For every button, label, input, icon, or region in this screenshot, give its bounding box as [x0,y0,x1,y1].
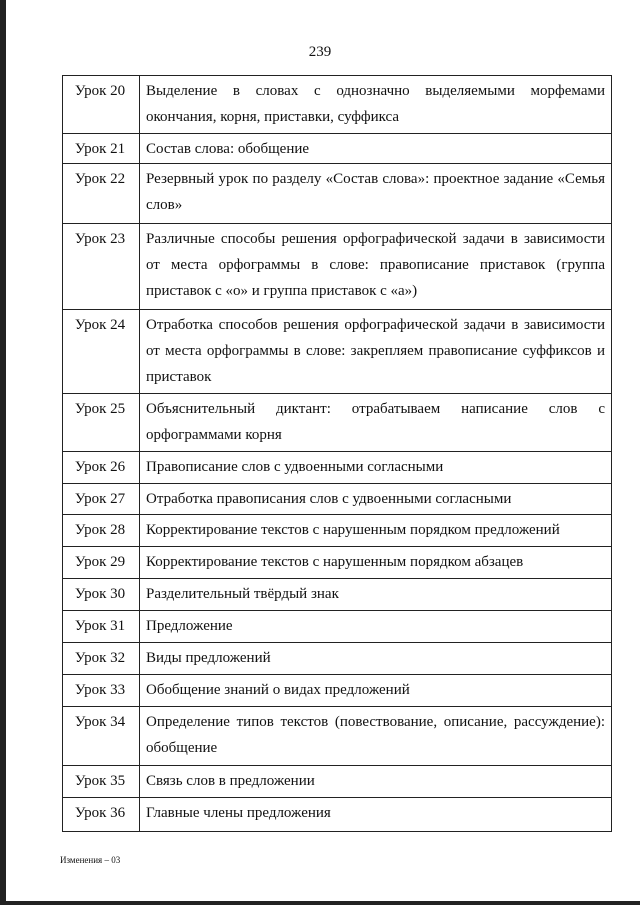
lesson-topic: Отработка правописания слов с удвоенными… [139,483,612,515]
lesson-topic: Связь слов в предложении [139,765,612,798]
lessons-table: Урок 20 Выделение в словах с однозначно в… [62,75,612,832]
footer-note: Изменения – 03 [60,855,121,865]
lesson-number: Урок 35 [62,765,140,798]
scan-edge-bottom [0,901,640,905]
lesson-topic: Определение типов текстов (повествование… [139,706,612,766]
table-row: Урок 32 Виды предложений [62,642,612,675]
lesson-number: Урок 32 [62,642,140,675]
lesson-number: Урок 23 [62,223,140,310]
lesson-topic: Разделительный твёрдый знак [139,578,612,611]
table-row: Урок 29 Корректирование текстов с нарушен… [62,546,612,579]
lesson-topic: Корректирование текстов с нарушенным пор… [139,514,612,547]
lesson-number: Урок 31 [62,610,140,643]
table-row: Урок 20 Выделение в словах с однозначно в… [62,75,612,134]
lesson-number: Урок 21 [62,133,140,164]
lesson-topic: Предложение [139,610,612,643]
table-row: Урок 35 Связь слов в предложении [62,765,612,798]
lesson-topic: Корректирование текстов с нарушенным пор… [139,546,612,579]
lesson-number: Урок 29 [62,546,140,579]
table-row: Урок 28 Корректирование текстов с нарушен… [62,514,612,547]
lesson-topic: Выделение в словах с однозначно выделяем… [139,75,612,134]
table-row: Урок 36 Главные члены предложения [62,797,612,832]
lesson-topic: Состав слова: обобщение [139,133,612,164]
table-row: Урок 33 Обобщение знаний о видах предложе… [62,674,612,707]
lesson-number: Урок 34 [62,706,140,766]
lesson-number: Урок 36 [62,797,140,832]
lesson-topic: Виды предложений [139,642,612,675]
lesson-number: Урок 20 [62,75,140,134]
lesson-topic: Правописание слов с удвоенными согласным… [139,451,612,484]
table-row: Урок 25 Объяснительный диктант: отрабатыв… [62,393,612,452]
lesson-number: Урок 24 [62,309,140,394]
lesson-topic: Обобщение знаний о видах предложений [139,674,612,707]
lesson-topic: Объяснительный диктант: отрабатываем нап… [139,393,612,452]
lesson-number: Урок 28 [62,514,140,547]
lesson-topic: Главные члены предложения [139,797,612,832]
lesson-number: Урок 26 [62,451,140,484]
scan-edge-left [0,0,6,905]
table-row: Урок 24 Отработка способов решения орфогр… [62,309,612,394]
lesson-topic: Различные способы решения орфографическо… [139,223,612,310]
table-row: Урок 30 Разделительный твёрдый знак [62,578,612,611]
lesson-topic: Резервный урок по разделу «Состав слова»… [139,163,612,224]
table-row: Урок 23 Различные способы решения орфогра… [62,223,612,310]
table-row: Урок 26 Правописание слов с удвоенными со… [62,451,612,484]
lesson-number: Урок 22 [62,163,140,224]
page-number: 239 [308,44,332,60]
lesson-number: Урок 33 [62,674,140,707]
lesson-number: Урок 25 [62,393,140,452]
table-row: Урок 34 Определение типов текстов (повест… [62,706,612,766]
table-row: Урок 31 Предложение [62,610,612,643]
table-row: Урок 21 Состав слова: обобщение [62,133,612,164]
lesson-number: Урок 27 [62,483,140,515]
table-row: Урок 27 Отработка правописания слов с удв… [62,483,612,515]
table-row: Урок 22 Резервный урок по разделу «Состав… [62,163,612,224]
lesson-number: Урок 30 [62,578,140,611]
lesson-topic: Отработка способов решения орфографическ… [139,309,612,394]
